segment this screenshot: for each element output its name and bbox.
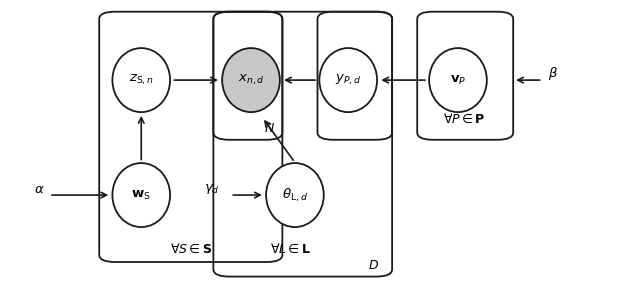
Text: $\forall L \in \mathbf{L}$: $\forall L \in \mathbf{L}$ bbox=[270, 242, 311, 256]
Ellipse shape bbox=[266, 163, 324, 227]
Text: $N$: $N$ bbox=[264, 122, 275, 135]
Text: $\mathbf{v}_P$: $\mathbf{v}_P$ bbox=[450, 74, 466, 87]
Text: $\forall P \in \mathbf{P}$: $\forall P \in \mathbf{P}$ bbox=[443, 112, 486, 127]
Text: $\alpha$: $\alpha$ bbox=[35, 183, 45, 196]
Ellipse shape bbox=[319, 48, 377, 112]
Ellipse shape bbox=[429, 48, 487, 112]
Text: $z_{\mathsf{S},n}$: $z_{\mathsf{S},n}$ bbox=[129, 73, 154, 87]
Text: $y_{P,d}$: $y_{P,d}$ bbox=[335, 73, 362, 87]
Text: $\theta_{\mathsf{L},d}$: $\theta_{\mathsf{L},d}$ bbox=[282, 187, 308, 204]
Text: $\forall S \in \mathbf{S}$: $\forall S \in \mathbf{S}$ bbox=[170, 242, 212, 256]
Ellipse shape bbox=[113, 163, 170, 227]
Text: $D$: $D$ bbox=[368, 259, 379, 272]
Text: $\beta$: $\beta$ bbox=[548, 65, 558, 82]
Ellipse shape bbox=[222, 48, 280, 112]
Text: $x_{n,d}$: $x_{n,d}$ bbox=[237, 73, 264, 87]
Text: $\mathbf{w}_{\mathsf{S}}$: $\mathbf{w}_{\mathsf{S}}$ bbox=[131, 189, 151, 202]
Ellipse shape bbox=[113, 48, 170, 112]
Text: $\gamma_d$: $\gamma_d$ bbox=[204, 182, 220, 196]
